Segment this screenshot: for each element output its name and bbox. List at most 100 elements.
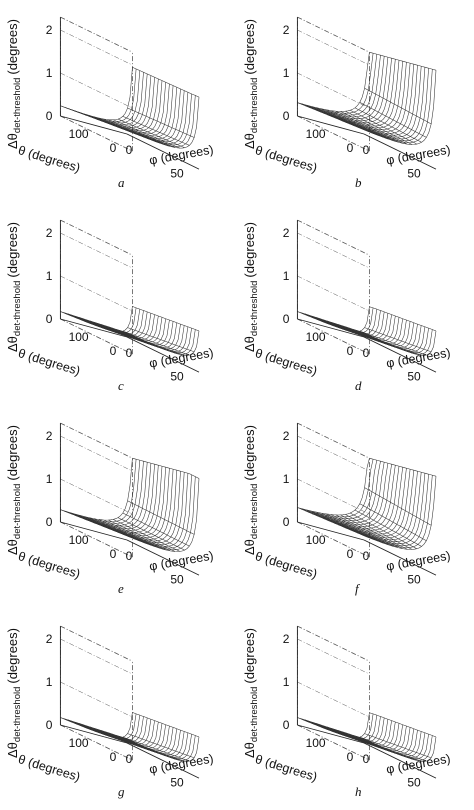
phi-axis-label: φ (degrees) (148, 549, 215, 574)
mesh-line-theta (60, 458, 133, 521)
z-tick-label: 0 (283, 718, 290, 732)
phi-axis-line (363, 539, 437, 576)
z-grid-line (297, 318, 370, 355)
z-grid-line (60, 478, 133, 515)
mesh-line-theta (304, 460, 378, 520)
z-grid-line (297, 232, 370, 269)
theta-axis-line (60, 521, 128, 541)
z-tick-label: 1 (46, 66, 53, 80)
mesh-line-theta (330, 467, 403, 533)
theta-tick-label: 100 (306, 533, 326, 547)
theta-tick-label: 0 (347, 547, 354, 561)
surface-panel-a: 0 1 2 100 0 0 50 θ (degrees) φ (degrees) Δθdet-th… (0, 0, 237, 200)
surface-mesh (297, 712, 437, 762)
surface-mesh (60, 457, 200, 552)
phi-axis-line (363, 133, 437, 170)
z-tick-label: 2 (46, 429, 53, 443)
z-axis-label-sub: det-threshold (249, 281, 260, 336)
mesh-line-theta (71, 461, 144, 526)
theta-tick-label: 0 (110, 547, 117, 561)
mesh-line-theta (304, 54, 378, 116)
theta-axis-label: θ (degrees) (17, 752, 82, 784)
axes (59, 626, 200, 779)
z-tick-label: 0 (46, 109, 53, 123)
z-axis-label-sub: det-threshold (249, 484, 260, 539)
z-tick-label: 1 (283, 269, 290, 283)
z-axis-label-main: Δθ (5, 539, 20, 555)
theta-axis-line (297, 521, 365, 541)
z-axis-label-sub: det-threshold (249, 78, 260, 133)
axes (296, 220, 437, 373)
mesh-line-theta (60, 712, 133, 738)
phi-tick-label: 50 (170, 369, 184, 383)
mesh-line-theta (75, 462, 148, 528)
z-tick-label: 0 (46, 718, 53, 732)
z-grid-line (60, 435, 133, 472)
theta-tick-label: 100 (69, 127, 89, 141)
z-axis-label-main: Δθ (5, 133, 20, 149)
z-grid-line (60, 638, 133, 675)
z-axis-label: Δθdet-threshold (degrees) (242, 628, 260, 758)
phi-tick-label: 50 (407, 775, 421, 789)
theta-axis-line (60, 724, 128, 744)
phi-tick-label: 50 (407, 369, 421, 383)
surface-mesh (60, 306, 200, 356)
theta-tick-label: 0 (110, 344, 117, 358)
theta-axis-label: θ (degrees) (254, 346, 319, 378)
axes (296, 17, 437, 170)
phi-tick-label: 0 (363, 752, 370, 766)
mesh-line-theta (319, 58, 392, 123)
mesh-line-theta (323, 465, 396, 529)
surface-mesh (297, 457, 437, 550)
panel-letter-b: b (355, 175, 362, 190)
z-tick-label: 2 (46, 23, 53, 37)
z-axis-label-sub: det-threshold (249, 687, 260, 742)
theta-tick-label: 100 (69, 330, 89, 344)
box-edge-2 (60, 219, 133, 256)
mesh-line-theta (315, 719, 389, 745)
phi-tick-label: 0 (126, 549, 133, 563)
phi-axis-line (126, 336, 200, 373)
phi-tick-label: 0 (363, 549, 370, 563)
panel-letter-e: e (118, 581, 124, 596)
box-edge-2 (297, 16, 370, 53)
surface-panel-f: 0 1 2 100 0 0 50 θ (degrees) φ (degrees) Δθdet-th… (237, 406, 474, 606)
mesh-line-theta (312, 462, 385, 523)
phi-tick-label: 0 (363, 143, 370, 157)
z-axis-label: Δθdet-threshold (degrees) (5, 628, 23, 758)
panel-letter-g: g (118, 784, 125, 799)
z-tick-label: 0 (283, 109, 290, 123)
z-tick-label: 1 (283, 675, 290, 689)
mesh-line-theta (64, 459, 137, 523)
theta-tick-label: 100 (306, 330, 326, 344)
z-tick-label: 2 (283, 226, 290, 240)
z-tick-label: 1 (283, 472, 290, 486)
mesh-line-theta (341, 64, 415, 134)
theta-axis-label: θ (degrees) (17, 346, 82, 378)
mesh-line-theta (326, 466, 400, 531)
mesh-line-theta (334, 468, 407, 535)
mesh-line-theta (341, 470, 415, 539)
surface-mesh (60, 712, 200, 762)
theta-tick-label: 0 (347, 750, 354, 764)
mesh-line-theta (330, 61, 403, 129)
z-grid-line (60, 275, 133, 312)
box-edge-2 (297, 625, 370, 662)
mesh-line-theta (323, 59, 396, 125)
theta-tick-label: 100 (306, 127, 326, 141)
surface-panel-h: 0 1 2 100 0 0 50 θ (degrees) φ (degrees) Δθdet-th… (237, 609, 474, 809)
mesh-line-theta (89, 466, 163, 535)
mesh-line-theta (349, 472, 422, 542)
z-grid-line (60, 681, 133, 718)
theta-axis-line (60, 115, 128, 135)
phi-tick-label: 50 (170, 572, 184, 586)
z-axis-label: Δθdet-threshold (degrees) (5, 19, 23, 149)
box-edge-2 (297, 422, 370, 459)
phi-tick-label: 0 (126, 752, 133, 766)
mesh-line-theta (297, 458, 370, 516)
surface-panel-c: 0 1 2 100 0 0 50 θ (degrees) φ (degrees) Δθdet-th… (0, 203, 237, 403)
